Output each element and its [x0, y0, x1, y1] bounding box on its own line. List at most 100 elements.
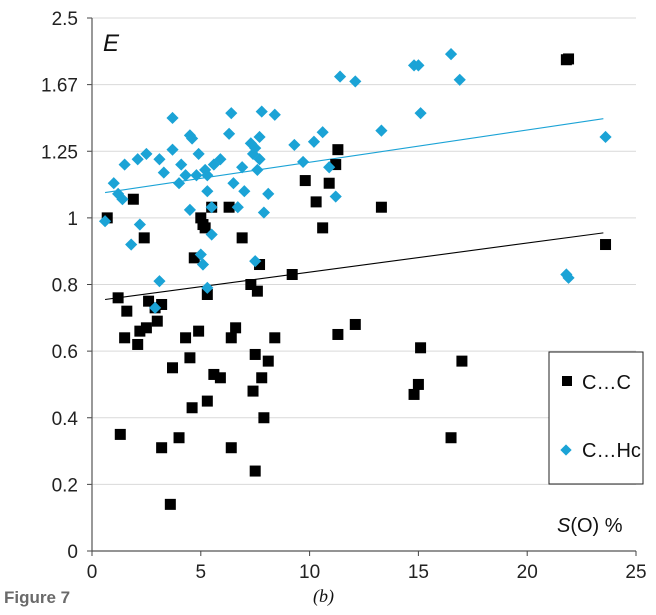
point-cc [184, 352, 196, 364]
point-chc [257, 206, 270, 219]
point-cc [156, 298, 168, 310]
point-chc [192, 147, 205, 160]
point-chc [453, 73, 466, 86]
data-points [98, 48, 612, 510]
point-cc [201, 395, 213, 407]
point-cc [230, 322, 242, 334]
point-cc [186, 402, 198, 414]
point-chc [599, 130, 612, 144]
point-cc [286, 269, 298, 281]
point-chc [157, 166, 170, 179]
x-axis-label-rest: (O) % [570, 515, 622, 537]
point-cc [600, 239, 612, 251]
point-cc [199, 222, 211, 234]
point-cc [156, 442, 168, 454]
point-cc [121, 305, 133, 317]
point-chc [296, 155, 310, 168]
point-cc [317, 222, 329, 234]
trend-line-cc [104, 232, 604, 301]
y-tick-label: 2.5 [52, 9, 78, 30]
y-tick-label: 0.2 [52, 475, 78, 496]
point-cc [563, 53, 575, 65]
point-cc [412, 378, 424, 390]
point-cc [214, 372, 226, 384]
y-tick-label: 1 [67, 209, 78, 230]
legend-label-chc: C…Hc [582, 440, 641, 462]
point-chc [133, 218, 146, 231]
point-chc [262, 187, 275, 200]
point-chc [125, 238, 138, 251]
point-chc [201, 169, 214, 182]
legend-marker-chc [560, 444, 572, 456]
point-chc [201, 281, 214, 294]
trend-lines [104, 118, 604, 301]
point-cc [138, 232, 150, 244]
point-cc [258, 412, 270, 424]
point-cc [164, 498, 176, 510]
point-chc [205, 228, 218, 241]
point-cc [332, 144, 344, 156]
point-chc [249, 141, 262, 155]
y-axis-label: E [103, 30, 120, 57]
point-chc [116, 193, 129, 206]
legend-box [548, 351, 644, 485]
point-chc [166, 143, 179, 156]
point-cc [119, 332, 131, 344]
point-cc [201, 288, 213, 300]
point-chc [186, 132, 199, 145]
point-cc [208, 368, 220, 380]
point-cc [223, 201, 235, 213]
x-axis-label-var: S [557, 515, 571, 537]
point-cc [456, 355, 468, 367]
point-chc [231, 201, 244, 214]
point-chc [140, 147, 153, 160]
point-cc [299, 175, 311, 187]
y-tick-label: 1.25 [41, 142, 78, 163]
point-chc [268, 108, 281, 121]
point-chc [414, 107, 427, 120]
point-cc [332, 328, 344, 340]
point-chc [255, 105, 268, 118]
point-chc [131, 153, 144, 166]
y-tick-label: 1.67 [41, 76, 78, 97]
point-cc [445, 432, 457, 444]
y-tick-label: 0.8 [52, 276, 78, 297]
point-chc [205, 201, 218, 214]
point-chc [149, 301, 162, 314]
point-chc [238, 185, 251, 198]
point-cc [247, 385, 259, 397]
y-tick-label: 0.4 [52, 409, 79, 430]
point-cc [112, 292, 124, 304]
point-cc [262, 355, 274, 367]
point-cc [349, 318, 361, 330]
point-cc [375, 201, 387, 213]
point-cc [193, 325, 205, 337]
point-cc [249, 348, 261, 360]
axis-labels: E S(O) % [103, 30, 623, 537]
point-cc [151, 315, 163, 327]
point-chc [190, 169, 203, 182]
point-cc [132, 338, 144, 350]
point-chc [98, 215, 112, 228]
point-cc [323, 177, 335, 189]
point-chc [118, 158, 131, 171]
point-chc [249, 255, 262, 268]
point-chc [214, 153, 227, 166]
point-chc [194, 248, 207, 261]
point-chc [223, 127, 236, 140]
point-chc [253, 130, 266, 144]
point-chc [201, 185, 214, 198]
point-chc [349, 75, 362, 88]
x-tick-label: 20 [517, 562, 538, 583]
point-cc [249, 465, 261, 477]
point-cc [173, 432, 185, 444]
point-cc [143, 295, 155, 307]
point-chc [153, 275, 166, 288]
point-cc [269, 332, 281, 344]
point-cc [167, 362, 179, 374]
point-cc [180, 332, 192, 344]
panel-label: (b) [313, 586, 334, 606]
point-chc [251, 163, 264, 176]
point-chc [172, 177, 186, 190]
